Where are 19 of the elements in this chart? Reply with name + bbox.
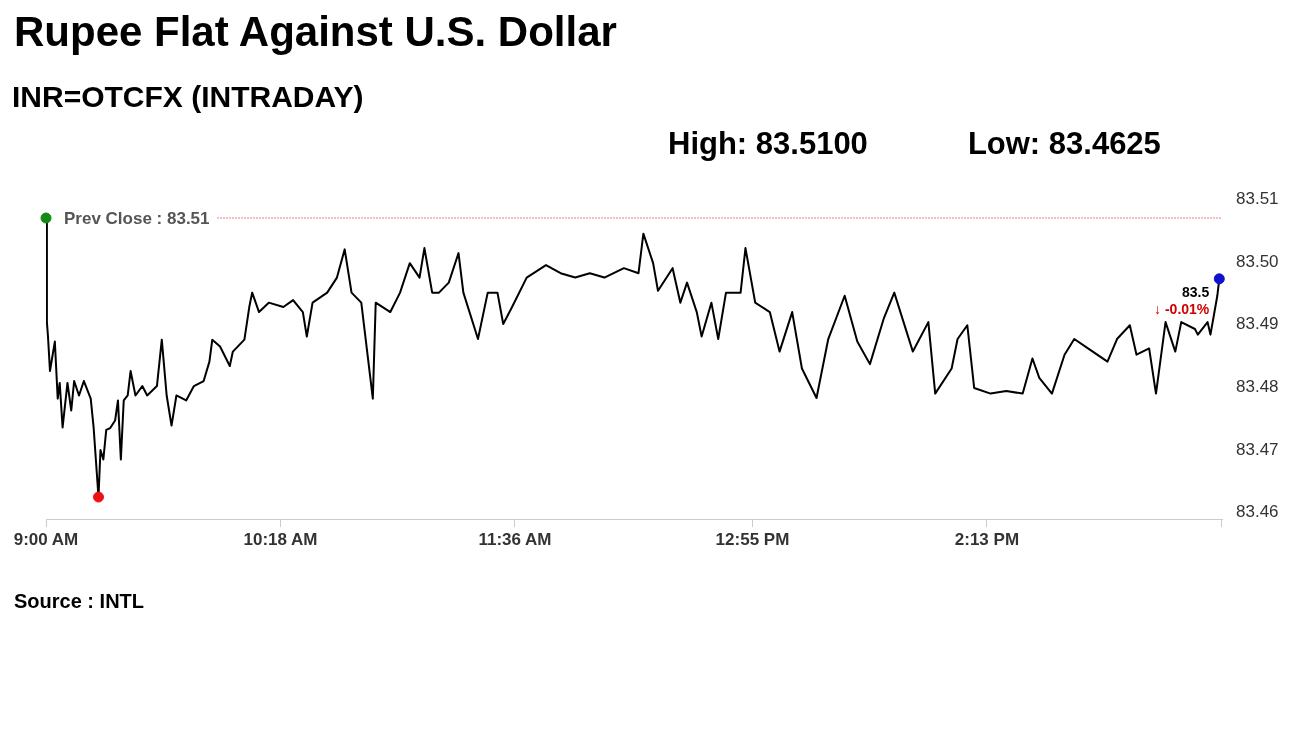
y-tick-label: 83.47 [1236, 439, 1279, 459]
source-note: Source : INTL [14, 590, 145, 613]
chart-subtitle: INR=OTCFX (INTRADAY) [12, 80, 364, 114]
text: Low: 83.4625 [967, 126, 1161, 162]
y-tick-label: 83.50 [1236, 251, 1279, 271]
y-tick-label: 83.51 [1236, 188, 1279, 208]
y-tick-label: 83.49 [1236, 314, 1279, 334]
annotation: 83.5 [1182, 283, 1210, 300]
x-tick-label: 12:55 PM [715, 529, 790, 549]
x-tick-label: 10:18 AM [243, 529, 318, 549]
x-tick-label: 9:00 AM [13, 529, 79, 549]
ref-line-label: Prev Close : 83.51 [64, 208, 210, 228]
chart-title: Rupee Flat Against U.S. Dollar [14, 8, 617, 56]
y-tick-label: 83.48 [1236, 377, 1279, 397]
text: High: 83.5100 [668, 126, 868, 162]
y-tick-label: 83.46 [1236, 502, 1279, 522]
annotation: ↓ -0.01% [1154, 300, 1210, 317]
x-tick-label: 11:36 AM [478, 529, 552, 549]
x-tick-label: 2:13 PM [954, 529, 1020, 549]
